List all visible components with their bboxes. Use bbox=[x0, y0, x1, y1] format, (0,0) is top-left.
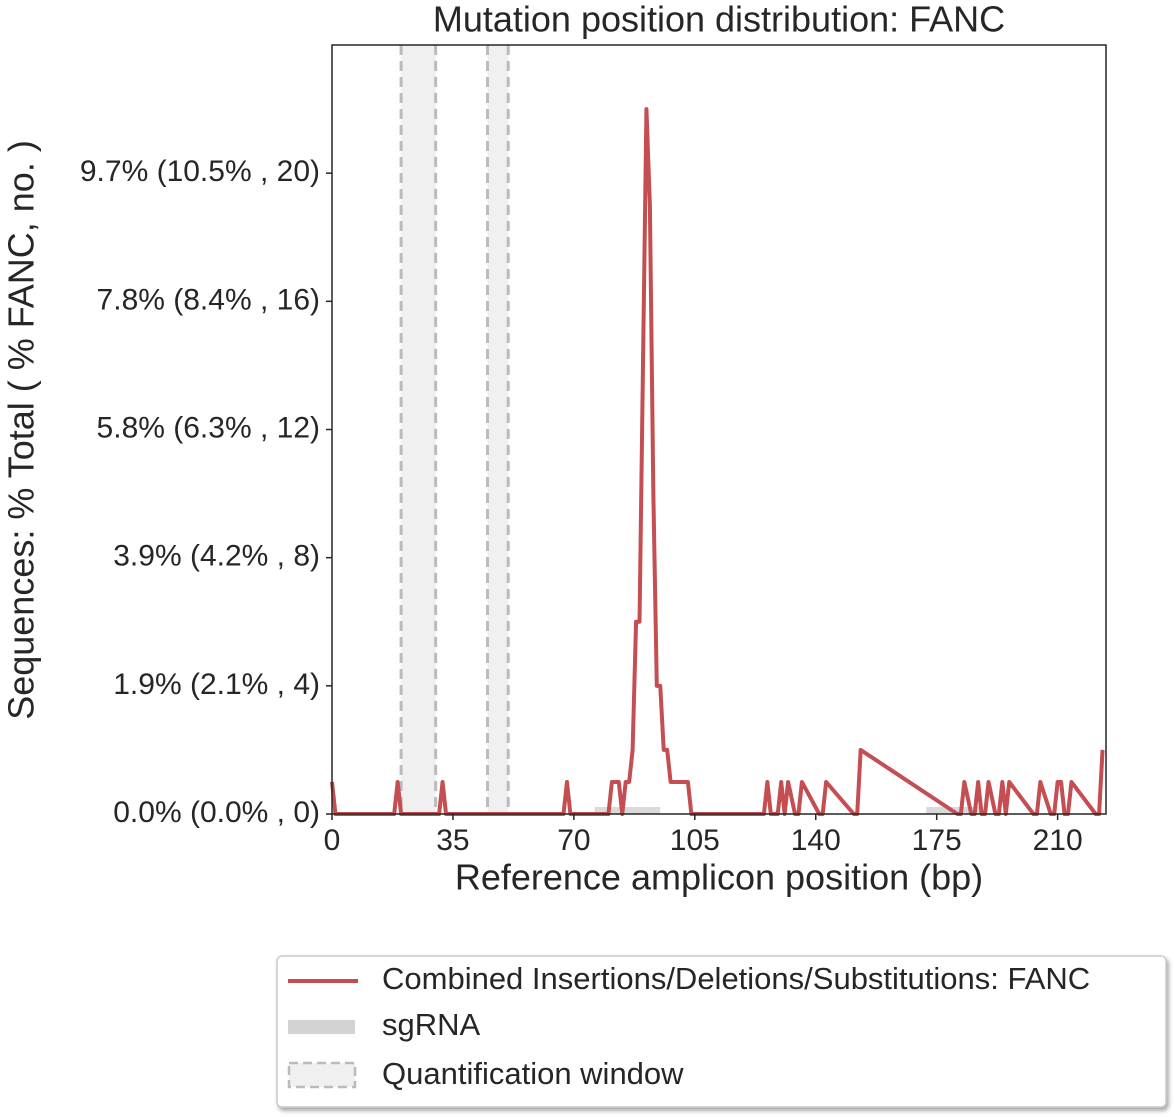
x-tick-label: 105 bbox=[670, 824, 720, 857]
sgrna-bar bbox=[594, 807, 661, 814]
x-tick-label: 175 bbox=[912, 824, 962, 857]
legend-window-handle bbox=[287, 1061, 357, 1089]
quantification-window bbox=[487, 45, 509, 814]
x-tick-label: 210 bbox=[1033, 824, 1083, 857]
y-axis-label: Sequences: % Total ( % FANC, no. ) bbox=[1, 140, 42, 720]
legend-label: Quantification window bbox=[382, 1056, 684, 1091]
series-line bbox=[330, 107, 1105, 816]
y-tick-label: 3.9% (4.2% , 8) bbox=[113, 540, 320, 573]
y-tick-label: 1.9% (2.1% , 4) bbox=[113, 668, 320, 701]
x-tick-label: 35 bbox=[436, 824, 469, 857]
chart-title: Mutation position distribution: FANC bbox=[433, 0, 1005, 40]
y-tick-label: 9.7% (10.5% , 20) bbox=[80, 155, 320, 188]
plot-area bbox=[330, 45, 1105, 816]
x-tick-label: 0 bbox=[324, 824, 341, 857]
legend-label: Combined Insertions/Deletions/Substituti… bbox=[382, 961, 1090, 996]
legend-label: sgRNA bbox=[382, 1007, 481, 1042]
y-tick-label: 5.8% (6.3% , 12) bbox=[97, 411, 320, 444]
legend: Combined Insertions/Deletions/Substituti… bbox=[276, 955, 1167, 1108]
quantification-window bbox=[401, 45, 436, 814]
x-tick-label: 140 bbox=[791, 824, 841, 857]
legend-box bbox=[276, 955, 1167, 1108]
x-tick-label: 70 bbox=[557, 824, 590, 857]
y-tick-label: 0.0% (0.0% , 0) bbox=[113, 796, 320, 829]
x-axis-label: Reference amplicon position (bp) bbox=[455, 857, 983, 898]
y-tick-label: 7.8% (8.4% , 16) bbox=[97, 283, 320, 316]
plot-frame bbox=[331, 44, 1107, 815]
